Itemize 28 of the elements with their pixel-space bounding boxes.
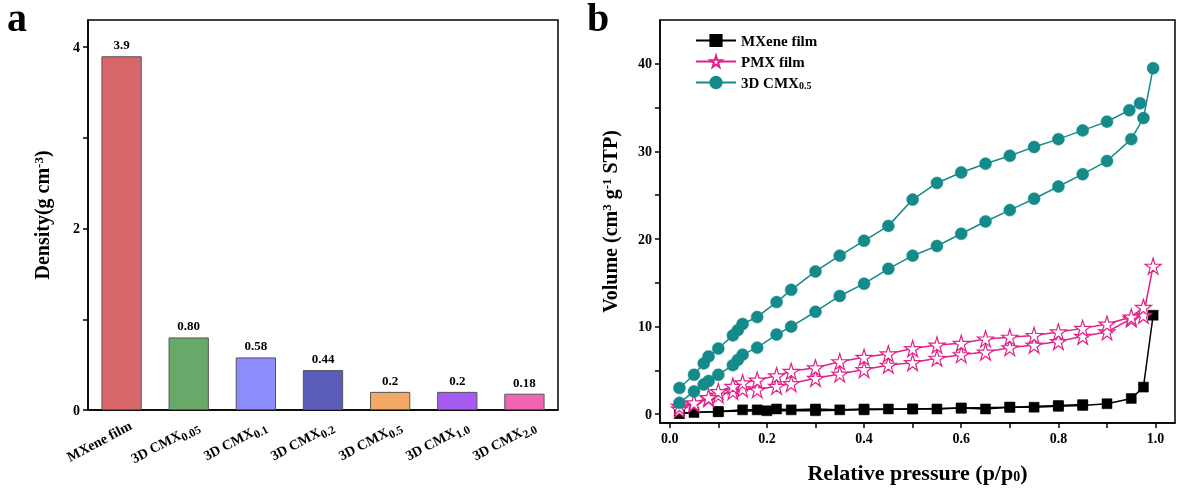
y-axis-title: Volume (cm3 g-1 STP) [599, 130, 622, 313]
x-axis-title: Relative pressure (p/p0) [807, 459, 1028, 485]
y-tick-label: 20 [638, 231, 652, 247]
data-label: 0.58 [244, 338, 268, 354]
data-label: 0.2 [382, 372, 399, 388]
data-label: 0.2 [449, 372, 466, 388]
y-tick-label: 40 [638, 56, 652, 72]
x-tick-label: 0.6 [952, 430, 970, 446]
data-label: 0.18 [513, 374, 537, 390]
y-tick-label: 10 [638, 319, 652, 335]
x-tick-label: 0.8 [1049, 430, 1068, 446]
legend-label: PMX film [741, 53, 806, 70]
x-tick-label: 1.0 [1146, 430, 1165, 446]
data-label: 0.44 [311, 351, 335, 367]
y-tick-label: 30 [638, 143, 652, 159]
x-tick-label: 0.0 [660, 430, 679, 446]
x-tick-label: 0.2 [758, 430, 776, 446]
y-tick-label: 2 [73, 221, 80, 237]
chart-title: a [7, 0, 27, 40]
data-label: 3.9 [113, 37, 131, 53]
y-tick-label: 4 [73, 39, 80, 55]
legend-label: MXene film [741, 32, 818, 49]
x-tick-label: 0.4 [855, 430, 873, 446]
data-label: 0.80 [177, 318, 201, 334]
legend-label: 3D CMX0.5 [741, 74, 812, 91]
y-tick-label: 0 [645, 406, 652, 422]
chart-title: b [587, 0, 610, 40]
y-tick-label: 0 [73, 402, 80, 418]
